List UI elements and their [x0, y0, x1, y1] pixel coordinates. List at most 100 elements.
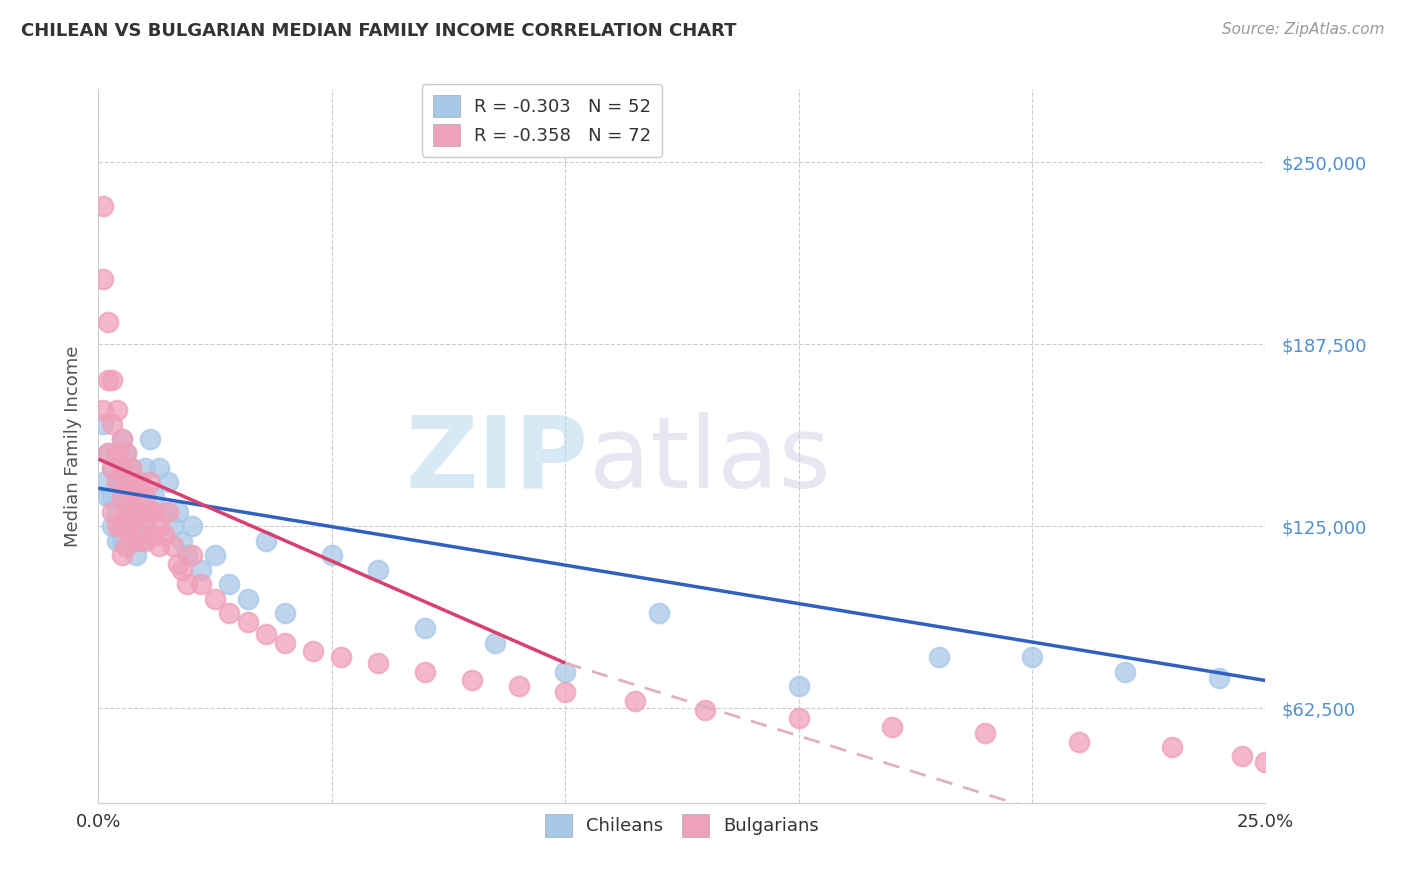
Point	[274, 607, 297, 621]
Point	[129, 490, 152, 504]
Point	[256, 627, 278, 641]
Point	[143, 504, 166, 518]
Point	[134, 519, 156, 533]
Text: atlas: atlas	[589, 412, 830, 508]
Point	[111, 533, 134, 548]
Point	[176, 577, 198, 591]
Point	[367, 656, 389, 670]
Point	[1230, 749, 1253, 764]
Point	[1208, 671, 1230, 685]
Point	[166, 557, 188, 571]
Point	[218, 607, 240, 621]
Point	[91, 402, 114, 417]
Point	[125, 481, 148, 495]
Point	[120, 460, 142, 475]
Point	[139, 432, 162, 446]
Point	[1067, 734, 1090, 748]
Point	[97, 490, 120, 504]
Y-axis label: Median Family Income: Median Family Income	[63, 345, 82, 547]
Point	[134, 510, 156, 524]
Point	[105, 504, 128, 518]
Point	[101, 417, 124, 432]
Point	[120, 460, 142, 475]
Point	[105, 475, 128, 490]
Point	[129, 533, 152, 548]
Point	[120, 528, 142, 542]
Point	[695, 703, 717, 717]
Point	[204, 548, 226, 562]
Point	[115, 446, 138, 460]
Point	[115, 446, 138, 460]
Point	[134, 460, 156, 475]
Point	[125, 533, 148, 548]
Point	[928, 650, 950, 665]
Point	[236, 615, 259, 630]
Point	[139, 504, 162, 518]
Point	[115, 475, 138, 490]
Point	[148, 519, 170, 533]
Point	[115, 490, 138, 504]
Point	[157, 475, 180, 490]
Point	[120, 519, 142, 533]
Point	[787, 679, 810, 693]
Point	[91, 475, 114, 490]
Legend: Chileans, Bulgarians: Chileans, Bulgarians	[537, 807, 827, 844]
Point	[129, 475, 152, 490]
Point	[413, 665, 436, 679]
Point	[111, 475, 134, 490]
Point	[101, 460, 124, 475]
Point	[111, 519, 134, 533]
Point	[120, 490, 142, 504]
Point	[1114, 665, 1136, 679]
Point	[97, 446, 120, 460]
Point	[139, 475, 162, 490]
Point	[101, 519, 124, 533]
Point	[554, 665, 576, 679]
Point	[152, 504, 174, 518]
Point	[647, 607, 669, 621]
Point	[105, 446, 128, 460]
Point	[413, 621, 436, 635]
Point	[461, 673, 484, 688]
Point	[1161, 740, 1184, 755]
Point	[101, 374, 124, 388]
Text: Source: ZipAtlas.com: Source: ZipAtlas.com	[1222, 22, 1385, 37]
Point	[624, 694, 647, 708]
Point	[180, 548, 202, 562]
Point	[105, 533, 128, 548]
Point	[148, 540, 170, 554]
Point	[101, 460, 124, 475]
Point	[180, 519, 202, 533]
Point	[787, 711, 810, 725]
Point	[120, 504, 142, 518]
Point	[129, 528, 152, 542]
Point	[302, 644, 325, 658]
Point	[218, 577, 240, 591]
Point	[97, 446, 120, 460]
Point	[148, 460, 170, 475]
Point	[111, 490, 134, 504]
Point	[367, 563, 389, 577]
Point	[111, 460, 134, 475]
Point	[190, 563, 212, 577]
Point	[176, 548, 198, 562]
Point	[105, 519, 128, 533]
Point	[330, 650, 353, 665]
Point	[236, 591, 259, 606]
Point	[91, 417, 114, 432]
Point	[157, 504, 180, 518]
Point	[101, 490, 124, 504]
Point	[105, 402, 128, 417]
Point	[274, 635, 297, 649]
Point	[554, 685, 576, 699]
Point	[120, 510, 142, 524]
Point	[111, 432, 134, 446]
Point	[134, 490, 156, 504]
Point	[256, 533, 278, 548]
Point	[111, 432, 134, 446]
Point	[125, 548, 148, 562]
Point	[97, 374, 120, 388]
Point	[166, 504, 188, 518]
Point	[111, 548, 134, 562]
Point	[172, 533, 194, 548]
